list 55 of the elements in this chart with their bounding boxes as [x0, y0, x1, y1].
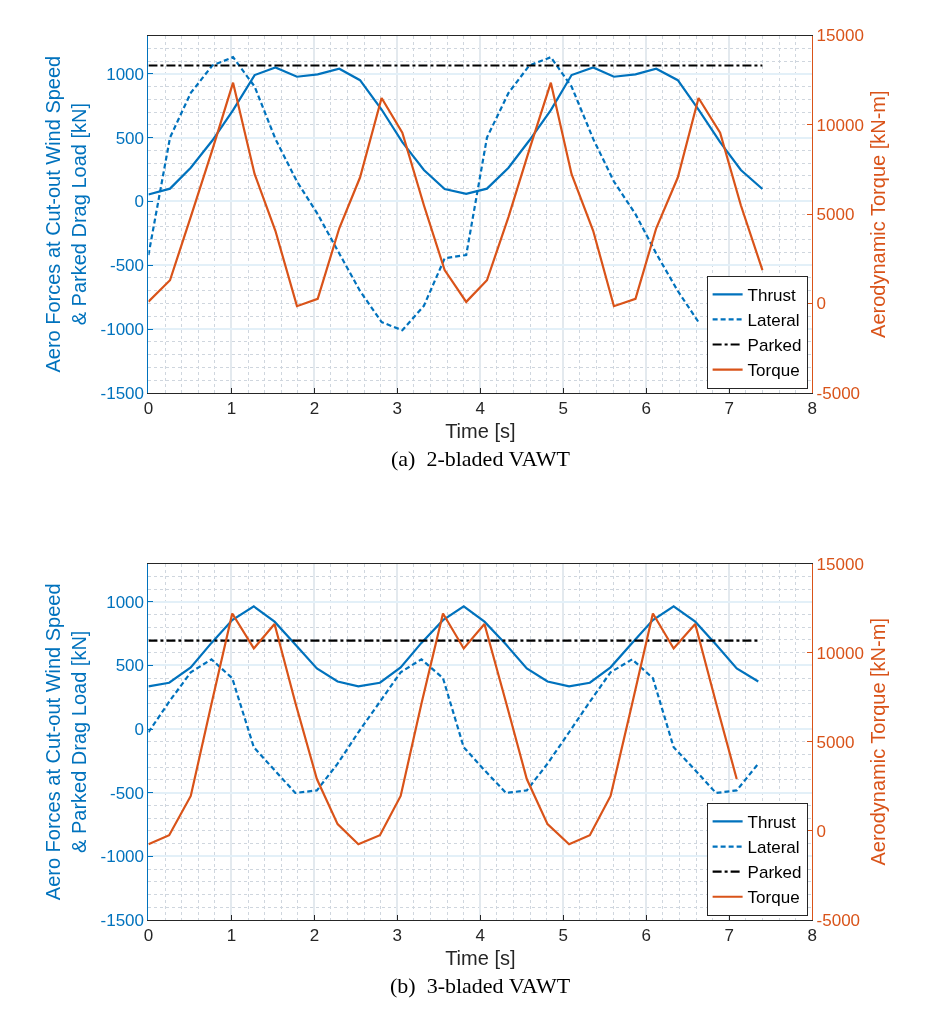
y-tick-label: -1000 [100, 319, 145, 339]
x-tick-label: 1 [226, 926, 237, 946]
legend-label: Thrust [747, 813, 797, 833]
y2-tick-label: 5000 [816, 732, 855, 752]
x-tick-label: 4 [475, 399, 486, 419]
y-tick-label: -1500 [100, 383, 145, 403]
y-tick-label: -1000 [100, 847, 145, 867]
y2-tick-label: 15000 [816, 26, 864, 46]
y-tick-label: -1500 [100, 910, 145, 930]
x-tick-label: 5 [558, 926, 569, 946]
x-tick-label: 2 [309, 926, 320, 946]
x-tick-label: 8 [807, 926, 817, 946]
legend-label: Lateral [747, 838, 800, 858]
y2-tick-label: -5000 [816, 910, 861, 930]
text: (b) 3-bladed VAWT [390, 973, 571, 998]
legend-label: Torque [747, 888, 800, 908]
x-tick-label: 7 [724, 926, 734, 946]
x-axis-title: Time [s] [445, 946, 516, 969]
y2-tick-label: 15000 [816, 554, 864, 574]
y-tick-label: 0 [134, 192, 145, 212]
x-tick-label: 2 [309, 399, 320, 419]
text: (a) 2-bladed VAWT [391, 446, 571, 471]
x-tick-label: 6 [641, 399, 651, 419]
x-tick-label: 4 [475, 926, 486, 946]
x-tick-label: 3 [392, 399, 403, 419]
x-tick-label: 8 [807, 399, 817, 419]
x-tick-label: 5 [558, 399, 569, 419]
y-tick-label: 1000 [106, 64, 145, 84]
y2-tick-label: 10000 [816, 115, 864, 135]
y2-tick-label: 0 [816, 821, 827, 841]
y2-axis-title: Aerodynamic Torque [kN-m] [867, 618, 890, 866]
x-tick-label: 7 [724, 399, 734, 419]
y-tick-label: -500 [110, 783, 145, 803]
legend-label: Parked [747, 863, 802, 883]
legend-label: Lateral [747, 311, 800, 331]
y-tick-label: 1000 [106, 592, 145, 612]
y-tick-label: 0 [134, 720, 145, 740]
y2-axis-title: Aerodynamic Torque [kN-m] [867, 90, 890, 338]
legend-label: Thrust [747, 285, 797, 305]
y2-tick-label: 5000 [816, 205, 855, 225]
y-axis-title: Aero Forces at Cut-out Wind Speed & Parked Drag Load [kN] [42, 55, 91, 373]
x-tick-label: 3 [392, 926, 403, 946]
y-tick-label: 500 [115, 128, 145, 148]
y2-tick-label: 10000 [816, 643, 864, 663]
x-tick-label: 6 [641, 926, 651, 946]
x-axis-title: Time [s] [445, 419, 516, 442]
line-series [148, 612, 738, 846]
y2-tick-label: 0 [816, 294, 827, 314]
x-tick-label: 1 [226, 399, 237, 419]
y2-tick-label: -5000 [816, 383, 861, 403]
y-tick-label: -500 [110, 256, 145, 276]
legend-label: Parked [747, 336, 802, 356]
y-axis-title: Aero Forces at Cut-out Wind Speed & Parked Drag Load [kN] [42, 583, 91, 901]
y-tick-label: 500 [115, 656, 145, 676]
legend-label: Torque [747, 361, 800, 381]
